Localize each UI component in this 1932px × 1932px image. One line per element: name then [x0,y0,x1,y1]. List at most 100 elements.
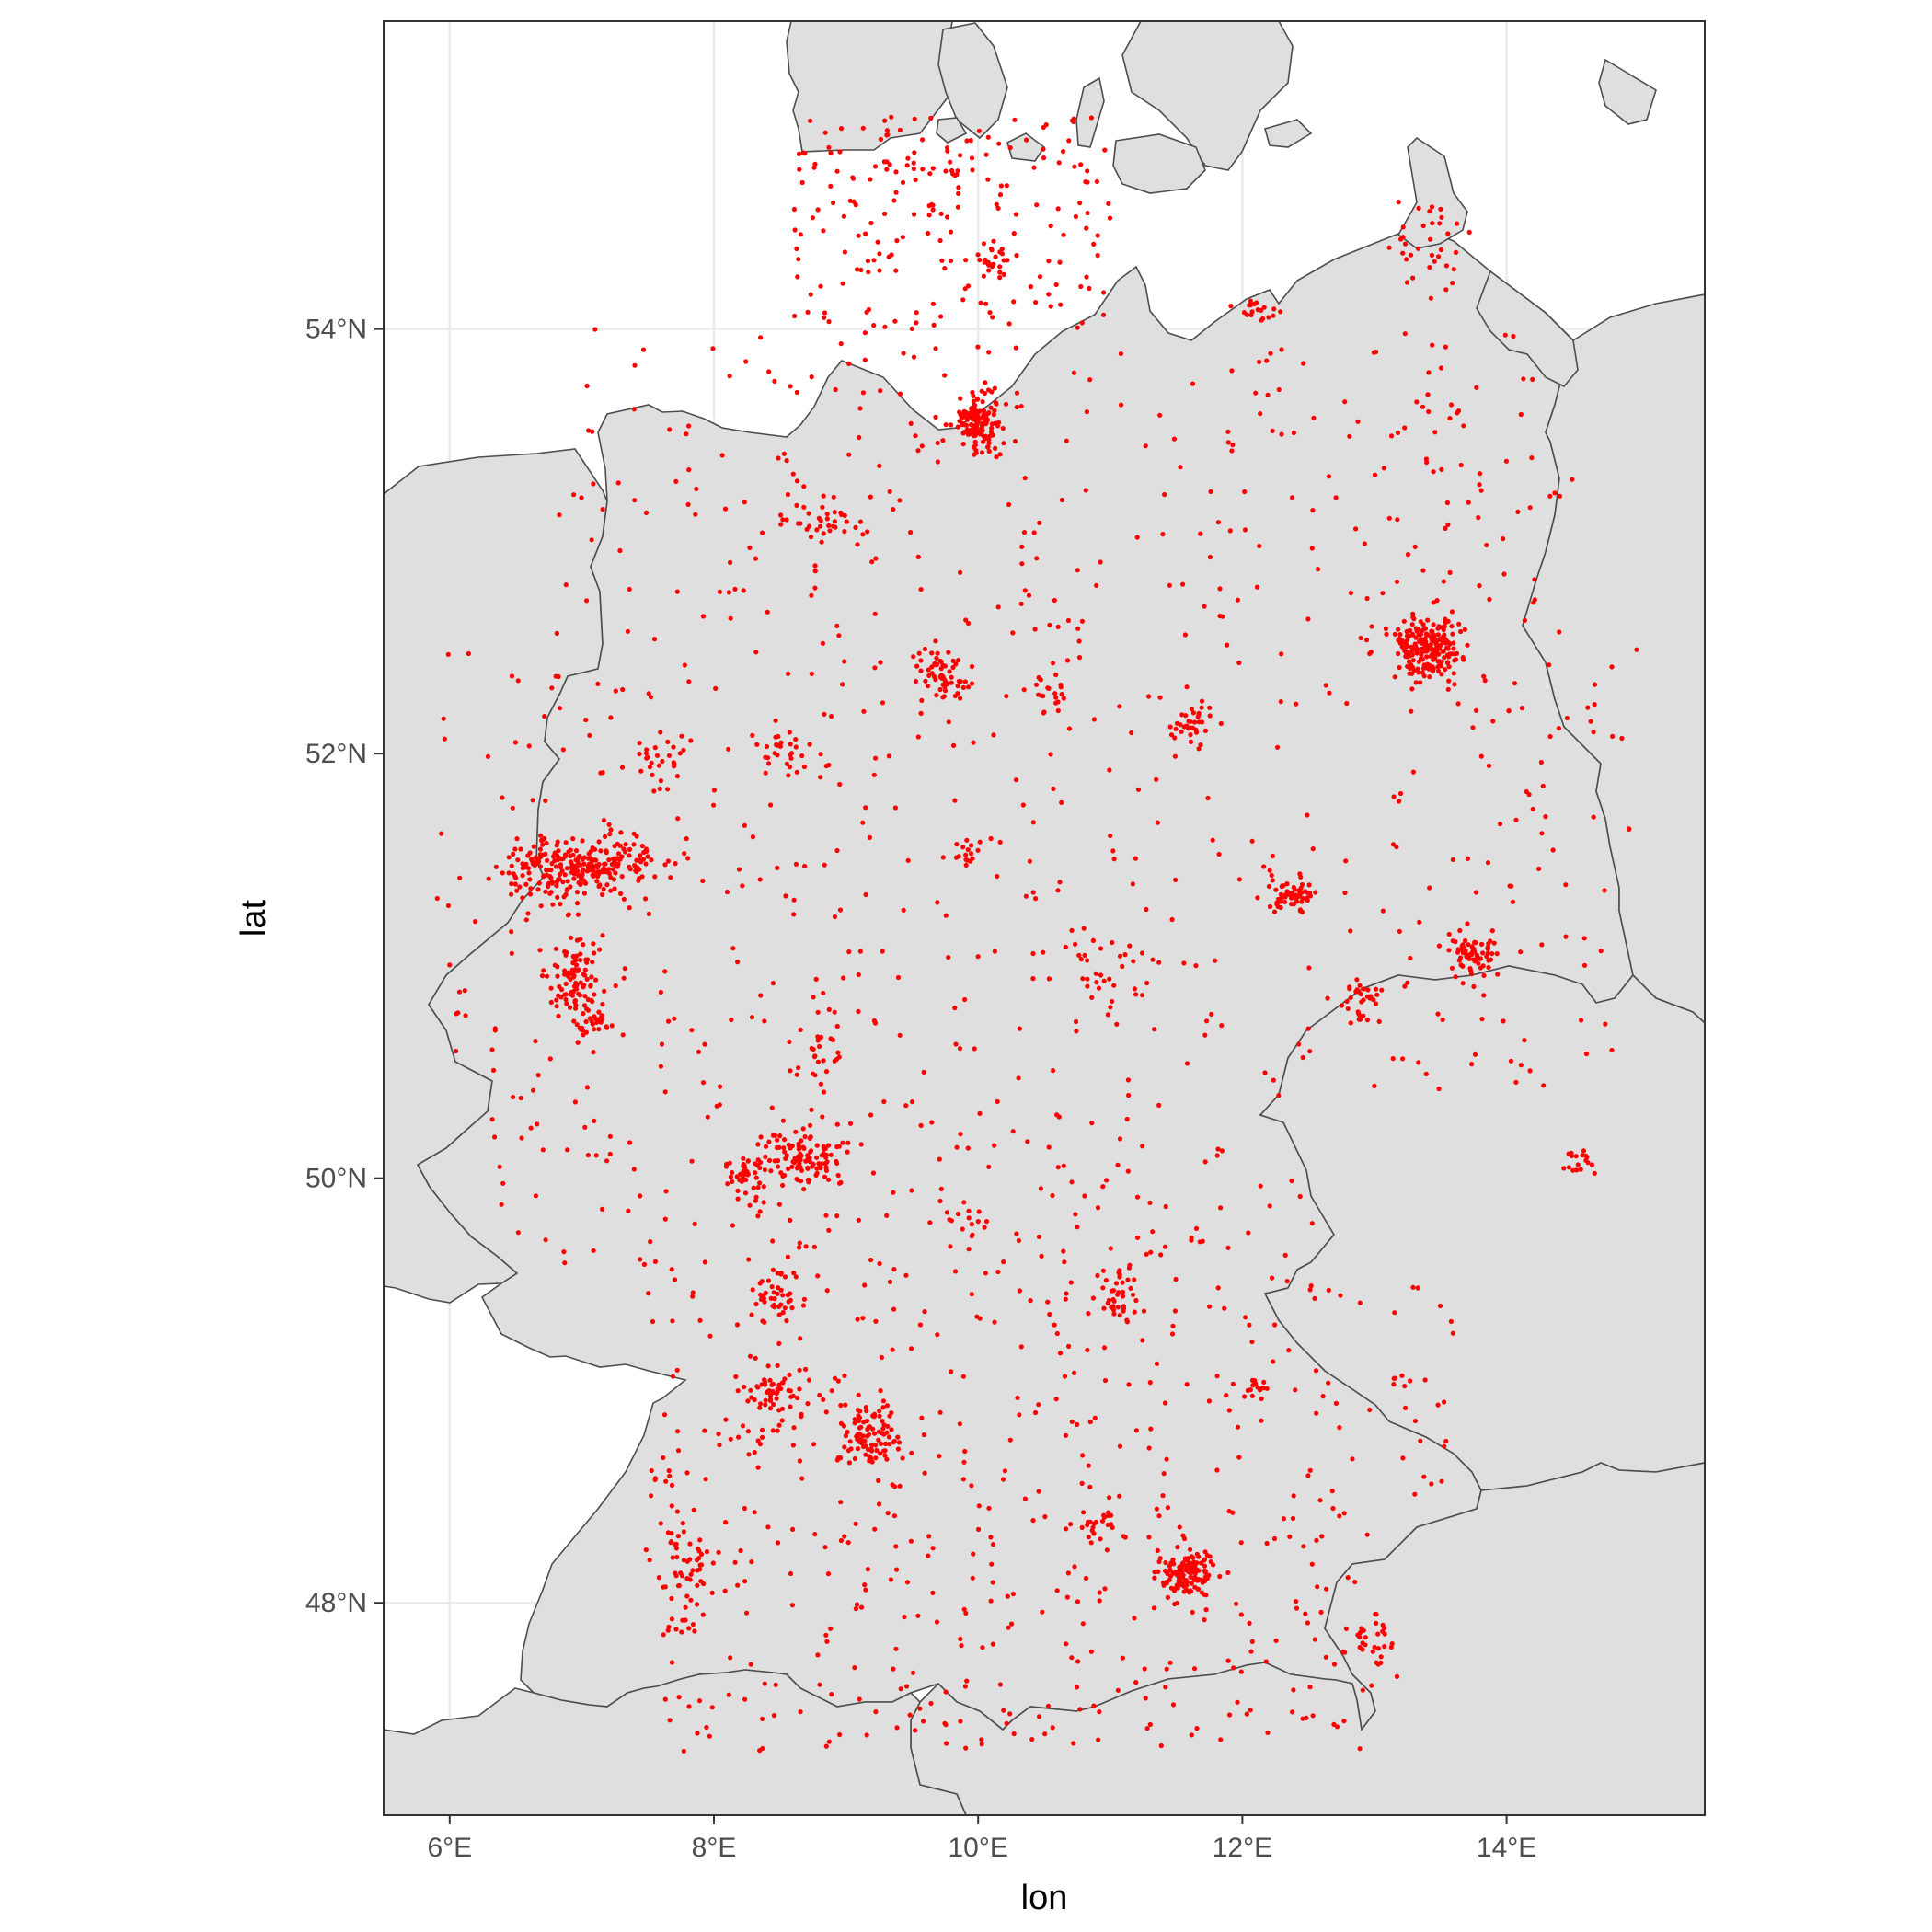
station-point [1127,943,1133,949]
station-point [602,988,607,994]
station-point [1431,469,1436,475]
station-point [929,650,935,656]
station-point [778,740,784,745]
station-point [537,948,543,953]
station-point [791,1271,797,1276]
station-point [1446,664,1452,670]
station-point [674,1367,680,1373]
station-point [794,769,799,775]
station-point [1508,1058,1514,1064]
station-point [1367,995,1373,1001]
station-point [1266,315,1271,320]
station-point [1313,1368,1319,1374]
station-point [1446,948,1452,953]
station-point [880,949,885,954]
station-point [1305,1620,1310,1626]
station-point [686,423,692,429]
station-point [964,857,970,863]
station-point [1378,1654,1384,1660]
station-point [1046,259,1052,264]
station-point [1470,949,1476,954]
station-point [1502,332,1508,338]
station-point [1236,660,1242,666]
station-point [818,283,823,289]
station-point [662,969,668,974]
station-point [515,678,521,684]
station-point [558,987,565,993]
station-point [1229,448,1235,454]
station-point [897,127,903,132]
station-point [1109,1305,1114,1310]
station-point [922,1470,927,1476]
station-point [909,1188,914,1193]
station-point [1373,1611,1378,1617]
station-point [983,436,988,442]
station-point [1400,250,1406,256]
station-point [755,1185,761,1190]
station-point [783,1156,788,1161]
station-point [1490,719,1496,724]
station-point [1476,960,1481,966]
station-point [1168,732,1175,738]
station-point [824,1288,830,1294]
station-point [1217,1573,1223,1580]
station-point [752,1397,757,1403]
station-point [1026,592,1032,598]
station-point [665,1627,671,1633]
station-point [892,318,898,324]
station-point [740,1423,746,1429]
station-point [1119,402,1124,408]
station-point [1364,1532,1370,1537]
station-point [578,862,583,868]
station-point [765,1278,772,1283]
station-point [1143,1696,1148,1701]
station-point [1162,1400,1168,1406]
station-point [896,1440,903,1445]
station-point [856,972,861,978]
station-point [621,975,627,981]
station-point [834,623,840,629]
station-point [935,459,941,465]
station-point [937,1454,942,1459]
station-point [543,1237,548,1243]
station-point [574,1022,580,1028]
station-point [651,788,657,794]
station-point [776,1422,782,1428]
station-point [1022,588,1028,593]
station-point [1359,999,1364,1005]
station-point [776,1312,782,1317]
station-point [688,738,694,743]
station-point [742,1190,749,1196]
station-point [1021,687,1027,693]
station-point [891,507,896,512]
station-point [1442,1443,1447,1449]
station-point [645,854,650,859]
station-point [1458,962,1464,968]
station-point [832,1375,838,1381]
station-point [1513,817,1519,822]
station-point [1278,309,1283,315]
station-point [833,524,838,530]
station-point [533,855,538,860]
station-point [763,1144,769,1149]
station-point [945,681,950,687]
station-point [590,1021,595,1027]
station-point [1462,627,1467,632]
station-point [863,805,868,811]
station-point [555,894,560,901]
station-point [818,752,823,757]
station-point [1486,964,1491,971]
station-point [1279,431,1284,437]
station-point [860,820,866,825]
station-point [704,1724,709,1731]
station-point [1091,717,1097,722]
station-point [758,993,764,998]
station-point [1439,466,1444,472]
station-point [662,862,668,868]
station-point [975,847,981,853]
station-point [1397,664,1402,671]
station-point [1282,1252,1288,1258]
station-point [773,718,778,723]
station-point [1161,1471,1167,1477]
station-point [1400,1056,1406,1062]
